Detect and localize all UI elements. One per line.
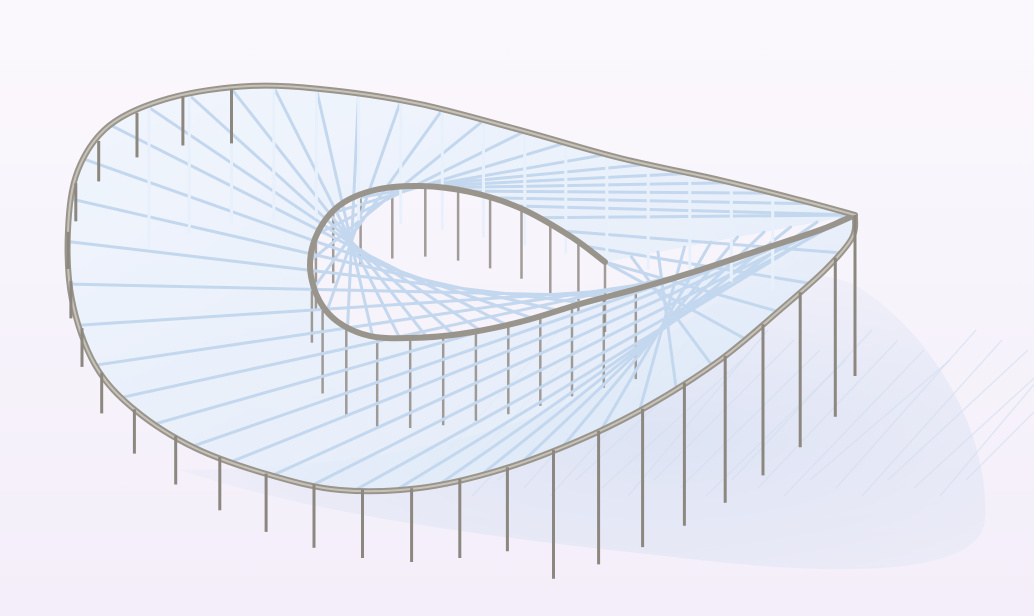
shadow-line [939,383,1034,497]
rib [69,282,612,298]
rib [187,93,455,336]
rib [561,235,739,448]
shadow-line [783,349,925,497]
rib [346,93,361,328]
membrane-surface [67,85,856,492]
rib [486,196,816,206]
shadow-line [861,339,1003,497]
rib [406,171,692,189]
rib [354,219,843,492]
rib [603,260,747,341]
rib [630,255,714,367]
rib [603,260,780,314]
shadow-line [887,349,1029,481]
shadow-line [835,329,977,489]
rib [314,87,375,338]
rib [439,220,819,485]
rib [511,204,857,217]
rib [480,225,792,476]
rib [79,287,638,327]
shadow-line [627,329,769,497]
rib [313,108,444,288]
shadow-line [965,410,1034,481]
rib [397,215,846,490]
shadow-line [601,359,743,489]
rib [656,250,678,390]
rib [332,141,568,214]
rib [93,279,664,367]
shadow-line [731,329,873,481]
shadow-line [913,377,1034,489]
perimeter-columns [66,88,857,579]
rib [272,85,401,339]
rib [535,213,857,220]
shadow-line [757,339,899,489]
rib [460,189,775,195]
inner-ring-beam [306,182,858,342]
radial-ribs [67,85,857,492]
shadow-line [809,359,951,481]
shadow-line [679,349,821,489]
outer-ring-highlight [66,84,857,493]
